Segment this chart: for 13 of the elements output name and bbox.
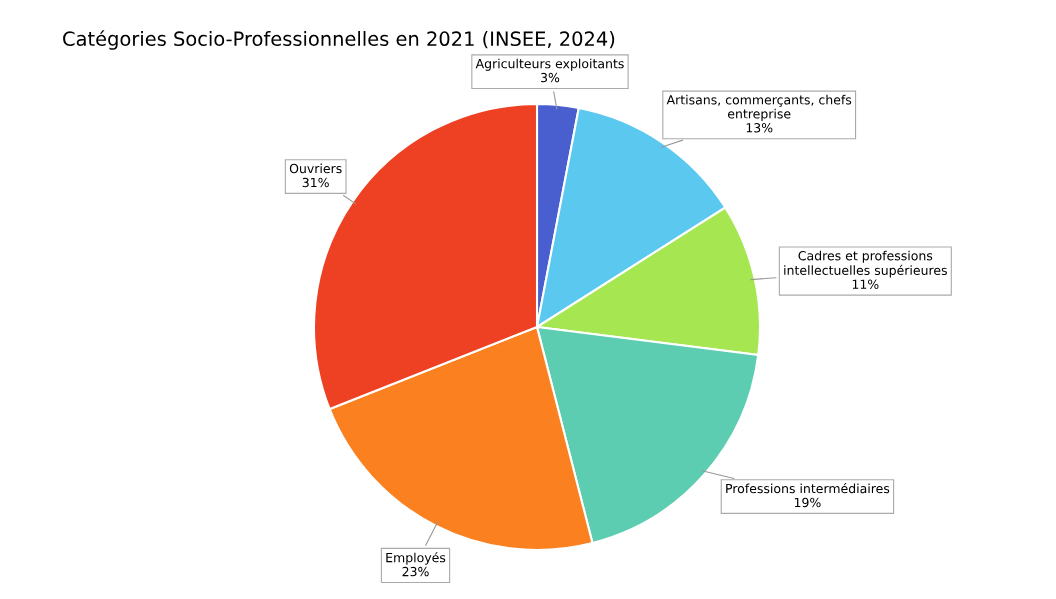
slice-label: Professions intermédiaires	[726, 483, 890, 494]
data-label: 19%	[794, 497, 821, 508]
data-label: 13%	[746, 123, 773, 133]
data-label: 23%	[402, 566, 429, 577]
slice-label: Agriculteurs exploitants	[475, 58, 624, 71]
slice-label: Cadres et professions intellectuelles supérieures	[784, 250, 947, 278]
slice-label: Ouvriers	[289, 163, 342, 174]
slice-label: Artisans, commerçants, chefs entreprise	[666, 94, 852, 121]
data-label: 11%	[852, 279, 879, 289]
chart-title: Catégories Socio-Professionnelles en 2021 (INSEE, 2024)	[63, 30, 615, 50]
slice-label: Employés	[386, 552, 446, 565]
data-label: 3%	[541, 72, 560, 83]
data-label: 31%	[302, 177, 329, 188]
